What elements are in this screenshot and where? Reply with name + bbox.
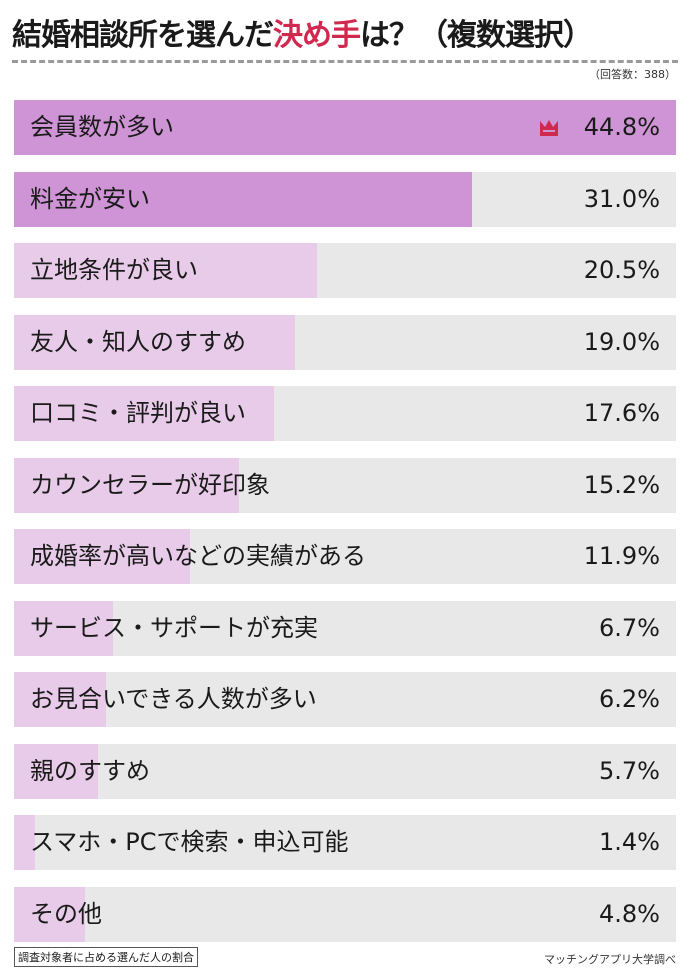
bar-fill: [14, 743, 99, 799]
bar-row: お見合いできる人数が多い 6.2%: [14, 672, 676, 727]
title-accent-text: 決め手: [273, 18, 361, 53]
bar-value: 6.7%: [599, 613, 660, 642]
bar-row: 成婚率が高いなどの実績がある 11.9%: [14, 529, 676, 584]
bar-value: 20.5%: [583, 256, 660, 284]
bar-fill: [14, 886, 85, 942]
axis-note: 調査対象者に占める選んだ人の割合: [14, 947, 198, 967]
bar-label: 会員数が多い: [30, 113, 174, 141]
bar-fill: [14, 672, 106, 727]
bar-label: スマホ・PCで検索・申込可能: [30, 828, 349, 856]
bar-label: 成婚率が高いなどの実績がある: [30, 542, 366, 570]
title-text: 結婚相談所を選んだ: [12, 18, 274, 53]
bar-fill: [14, 600, 113, 656]
bar-row: 料金が安い 31.0%: [14, 171, 676, 227]
bar-row: 会員数が多い 44.8%: [14, 100, 676, 155]
bar-list: 会員数が多い 44.8% 料金が安い 31.0% 立地条件が良い 20.5% 友人・知人のす…: [14, 100, 676, 958]
bar-value: 44.8%: [583, 113, 660, 141]
respondent-count: （回答数：388）: [589, 68, 676, 81]
bar-label: その他: [30, 899, 102, 928]
source-credit: マッチングアプリ大学調べ: [544, 953, 676, 966]
bar-value: 17.6%: [583, 399, 660, 427]
bar-fill: [14, 815, 35, 870]
bar-fill: [14, 100, 676, 155]
bar-row: 立地条件が良い 20.5%: [14, 243, 676, 298]
bar-row: スマホ・PCで検索・申込可能 1.4%: [14, 815, 676, 870]
bar-row: 親のすすめ 5.7%: [14, 743, 676, 799]
bar-value: 31.0%: [583, 184, 660, 213]
dashed-divider: [12, 60, 678, 63]
bar-label: 友人・知人のすすめ: [30, 327, 246, 356]
bar-fill: [14, 457, 239, 513]
bar-value: 6.2%: [599, 685, 660, 713]
bar-label: カウンセラーが好印象: [30, 470, 270, 499]
bar-fill: [14, 171, 473, 227]
bar-label: お見合いできる人数が多い: [30, 685, 317, 713]
bar-label: 親のすすめ: [30, 756, 150, 785]
bar-value: 4.8%: [599, 899, 660, 928]
bar-fill: [14, 386, 275, 441]
bar-label: 立地条件が良い: [30, 256, 198, 284]
title-suffix-text: は？（複数選択）: [360, 18, 593, 53]
bar-label: サービス・サポートが充実: [30, 613, 318, 642]
chart-title: 結婚相談所を選んだ決め手は？（複数選択）: [12, 10, 593, 54]
bar-row: 口コミ・評判が良い 17.6%: [14, 386, 676, 441]
bar-value: 15.2%: [583, 470, 660, 499]
bar-label: 口コミ・評判が良い: [30, 399, 246, 427]
bar-row: 友人・知人のすすめ 19.0%: [14, 314, 676, 370]
bar-fill: [14, 243, 317, 298]
bar-row: その他 4.8%: [14, 886, 676, 942]
bar-row: サービス・サポートが充実 6.7%: [14, 600, 676, 656]
bar-label: 料金が安い: [30, 184, 150, 213]
bar-row: カウンセラーが好印象 15.2%: [14, 457, 676, 513]
bar-fill: [14, 529, 190, 584]
bar-value: 11.9%: [583, 542, 660, 570]
bar-fill: [14, 314, 295, 370]
bar-value: 5.7%: [599, 756, 660, 785]
crown-icon: [540, 120, 558, 136]
bar-value: 19.0%: [583, 327, 660, 356]
bar-value: 1.4%: [599, 828, 660, 856]
